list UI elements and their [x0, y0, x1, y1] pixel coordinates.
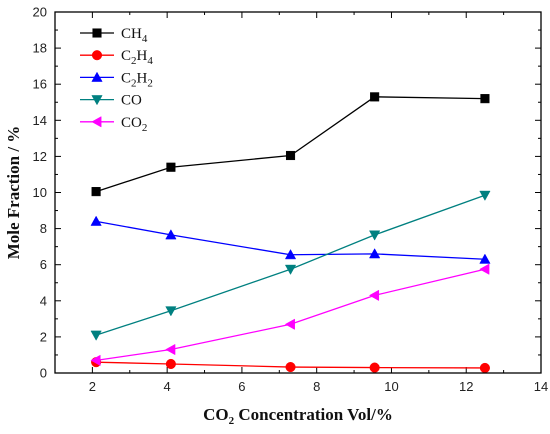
data-point: [165, 229, 177, 240]
legend-item: CO: [80, 93, 142, 109]
data-point: [165, 358, 176, 370]
legend: CH4 C2H4 C2H2 CO CO2: [80, 26, 153, 134]
data-point: [479, 263, 490, 275]
x-tick-label: 14: [534, 379, 548, 394]
data-point: [165, 306, 177, 317]
data-point: [369, 230, 381, 241]
x-tick-label: 12: [459, 379, 473, 394]
legend-marker: [92, 28, 102, 38]
data-point: [285, 361, 296, 373]
data-point: [480, 94, 490, 104]
data-point: [284, 249, 297, 260]
data-point: [165, 343, 176, 356]
legend-label: CH4: [121, 26, 148, 45]
legend-label: CO: [121, 93, 142, 109]
legend-item: CH4: [80, 26, 148, 45]
x-axis-title-sub: 2: [229, 415, 235, 427]
y-axis-title: Mole Fraction / %: [4, 126, 23, 260]
data-point: [370, 92, 380, 102]
x-tick-label: 2: [89, 379, 96, 394]
data-point: [284, 264, 297, 275]
data-point: [368, 289, 380, 302]
data-point: [90, 330, 102, 341]
legend-label: C2H4: [121, 48, 153, 67]
legend-marker: [91, 95, 103, 106]
y-tick-label: 18: [33, 41, 47, 56]
legend-marker: [91, 71, 103, 82]
y-tick-label: 16: [33, 77, 47, 92]
data-point: [90, 354, 101, 366]
series-1: [91, 357, 490, 373]
series-3: [90, 190, 491, 341]
y-tick-label: 8: [40, 221, 47, 236]
series-line: [95, 96, 485, 193]
y-tick-label: 2: [40, 329, 47, 344]
series-4: [90, 263, 490, 366]
legend-label: CO2: [121, 115, 147, 134]
plot-frame: [54, 11, 542, 374]
data-point: [369, 362, 380, 373]
series-layer: [90, 92, 491, 373]
y-tick-label: 12: [33, 149, 47, 164]
data-point: [479, 190, 491, 201]
series-2: [90, 215, 491, 264]
legend-item: C2H4: [80, 48, 153, 67]
x-tick-label: 10: [384, 379, 398, 394]
legend-item: CO2: [80, 115, 147, 134]
data-point: [479, 253, 491, 264]
legend-marker: [91, 50, 103, 61]
x-tick-label: 6: [238, 379, 245, 394]
y-tick-label: 0: [40, 366, 47, 381]
y-tick-label: 4: [40, 293, 47, 308]
y-tick-label: 20: [33, 5, 47, 20]
x-axis-title: CO2 Concentration Vol/%: [203, 405, 393, 427]
data-point: [90, 215, 102, 226]
data-point: [91, 187, 101, 197]
legend-item: C2H2: [80, 70, 153, 89]
data-point: [369, 248, 381, 259]
data-point: [285, 150, 296, 161]
y-tick-label: 10: [33, 185, 47, 200]
x-axis-title-main: CO: [203, 405, 229, 424]
data-point: [479, 362, 490, 373]
legend-label: C2H2: [121, 70, 153, 89]
data-point: [284, 318, 295, 330]
y-tick-label: 14: [33, 113, 47, 128]
axis-ticks: 0 2 4 6 8 10 12 14 16 18 20 2 4 6 8 10 12 14: [33, 5, 549, 395]
data-point: [166, 162, 176, 172]
series-0: [91, 92, 490, 197]
x-tick-label: 8: [313, 379, 320, 394]
legend-marker: [91, 116, 102, 128]
x-axis-title-rest: Concentration Vol/%: [234, 405, 393, 424]
x-tick-label: 4: [164, 379, 171, 394]
y-tick-label: 6: [40, 257, 47, 272]
series-line: [96, 268, 486, 362]
